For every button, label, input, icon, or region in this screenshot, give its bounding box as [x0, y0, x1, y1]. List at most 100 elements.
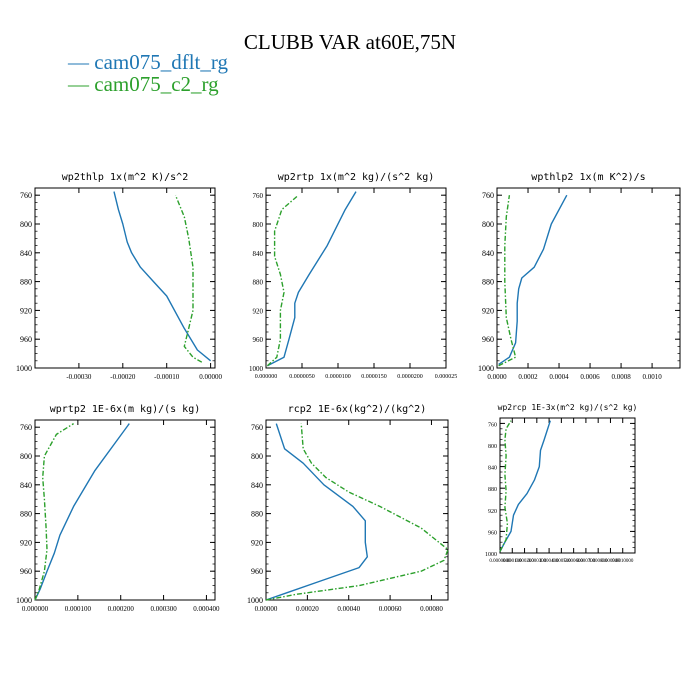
x-tick-label: 0.000025 — [435, 374, 458, 380]
y-tick-label: 760 — [251, 423, 263, 432]
x-tick-label: 0.00060 — [379, 605, 402, 613]
x-tick-label: -0.00010 — [154, 373, 180, 381]
x-tick-label: 0.000200 — [108, 605, 135, 613]
legend-label-dflt: cam075_dflt_rg — [94, 50, 229, 74]
x-tick-label: 0.0000 — [487, 373, 507, 381]
x-tick-label: 0.000700 — [577, 559, 596, 564]
x-tick-label: 0.000300 — [527, 559, 546, 564]
x-tick-label: 0.000400 — [540, 559, 559, 564]
x-tick-label: 0.000300 — [150, 605, 177, 613]
series-line-dflt — [499, 420, 551, 552]
y-tick-label: 800 — [253, 221, 264, 229]
plot-frame — [265, 187, 447, 369]
chart-panel-3: wpthlp2 1x(m K^2)/s 760 800 840 880 920 960 100… — [478, 172, 681, 381]
legend-line-dflt: — — [68, 50, 89, 74]
y-tick-label: 960 — [253, 336, 264, 344]
y-tick-label: 1000 — [16, 596, 32, 605]
y-tick-label: 960 — [20, 335, 32, 344]
series-line-c2 — [174, 194, 203, 363]
x-tick-label: 0.00020 — [296, 605, 319, 613]
plot-frame — [499, 417, 636, 554]
y-tick-label: 760 — [20, 191, 32, 200]
x-tick-label: 0.0010000 — [612, 559, 634, 564]
legend-line-c2: — — [68, 72, 89, 96]
series-line-dflt — [265, 423, 368, 601]
series-line-dflt — [498, 194, 568, 365]
y-tick-label: 840 — [488, 466, 497, 472]
y-tick-label: 920 — [251, 538, 263, 547]
x-tick-label: 0.00040 — [337, 605, 360, 613]
plot-frame — [34, 419, 216, 601]
x-tick-label: 0.000100 — [65, 605, 92, 613]
y-tick-label: 1000 — [485, 552, 497, 558]
y-tick-label: 840 — [20, 481, 32, 490]
panel-title: wpthlp2 1x(m K^2)/s — [531, 172, 645, 183]
y-tick-label: 960 — [251, 567, 263, 576]
x-tick-label: 0.0000200 — [397, 374, 423, 380]
y-tick-label: 880 — [488, 487, 497, 493]
x-tick-label: 0.000400 — [193, 605, 220, 613]
y-tick-label: 760 — [482, 191, 494, 200]
legend-label-c2: cam075_c2_rg — [94, 72, 219, 96]
panel-title: wp2rtp 1x(m^2 kg)/(s^2 kg) — [278, 172, 435, 183]
x-tick-label: 0.0008 — [611, 373, 631, 381]
y-tick-label: 840 — [253, 250, 264, 258]
y-tick-label: 1000 — [478, 364, 494, 373]
x-tick-label: 0.0000000 — [489, 559, 511, 564]
x-tick-label: 0.000100 — [503, 559, 522, 564]
y-tick-label: 1000 — [249, 365, 264, 373]
chart-panel-6: wp2rcp 1E-3x(m^2 kg)/(s^2 kg) 760 800 840 88… — [485, 403, 637, 564]
x-tick-label: 0.000000 — [255, 374, 278, 380]
x-tick-label: 0.000500 — [552, 559, 571, 564]
y-tick-label: 760 — [20, 423, 32, 432]
chart-panel-2: wp2rtp 1x(m^2 kg)/(s^2 kg) 760 800 840 880 92… — [249, 172, 457, 380]
x-tick-label: 0.0000150 — [361, 374, 387, 380]
y-tick-label: 800 — [20, 220, 32, 229]
x-tick-label: 0.0004 — [549, 373, 569, 381]
x-tick-label: 0.000000 — [22, 605, 49, 613]
x-tick-label: 0.00080 — [420, 605, 443, 613]
chart-panel-1: wp2thlp 1x(m^2 K)/s^2 760 800 840 880 920 960 1… — [16, 172, 222, 381]
plot-frame — [265, 419, 449, 601]
y-tick-label: 1000 — [16, 364, 32, 373]
y-tick-label: 920 — [253, 307, 264, 315]
x-tick-label: 0.0006 — [580, 373, 600, 381]
x-tick-label: -0.00030 — [66, 373, 92, 381]
y-tick-label: 880 — [482, 278, 494, 287]
x-tick-label: 0.00000 — [255, 605, 278, 613]
panel-title: wp2thlp 1x(m^2 K)/s^2 — [62, 172, 188, 183]
y-tick-label: 920 — [20, 538, 32, 547]
y-tick-label: 960 — [20, 567, 32, 576]
series-line-c2 — [266, 194, 299, 367]
y-tick-label: 800 — [20, 452, 32, 461]
x-tick-label: 0.000900 — [601, 559, 620, 564]
chart-panel-5: rcp2 1E-6x(kg^2)/(kg^2) 760 800 840 880 920 96… — [247, 404, 449, 613]
y-tick-label: 1000 — [247, 596, 263, 605]
y-tick-label: 800 — [482, 220, 494, 229]
x-tick-label: 0.0010 — [642, 373, 662, 381]
x-tick-label: 0.000600 — [564, 559, 583, 564]
x-tick-label: -0.00020 — [110, 373, 136, 381]
series-line-c2 — [265, 423, 449, 601]
y-tick-label: 800 — [251, 452, 263, 461]
y-tick-label: 960 — [482, 335, 494, 344]
panel-title: wprtp2 1E-6x(m kg)/(s kg) — [50, 404, 201, 415]
plot-frame — [34, 187, 216, 369]
y-tick-label: 880 — [251, 510, 263, 519]
chart-panel-4: wprtp2 1E-6x(m kg)/(s kg) 760 800 840 880 920… — [16, 404, 220, 613]
y-tick-label: 880 — [20, 510, 32, 519]
y-tick-label: 920 — [482, 306, 494, 315]
y-tick-label: 920 — [20, 306, 32, 315]
x-tick-label: 0.0000100 — [325, 374, 351, 380]
y-tick-label: 840 — [251, 481, 263, 490]
legend-item-dflt: — cam075_dflt_rg — [68, 50, 228, 75]
y-tick-label: 960 — [488, 530, 497, 536]
y-tick-label: 800 — [488, 444, 497, 450]
y-tick-label: 760 — [253, 192, 264, 200]
y-tick-label: 880 — [253, 279, 264, 287]
series-line-dflt — [267, 191, 357, 367]
y-tick-label: 840 — [482, 249, 494, 258]
x-tick-label: 0.00000 — [199, 373, 222, 381]
series-line-dflt — [34, 423, 130, 601]
